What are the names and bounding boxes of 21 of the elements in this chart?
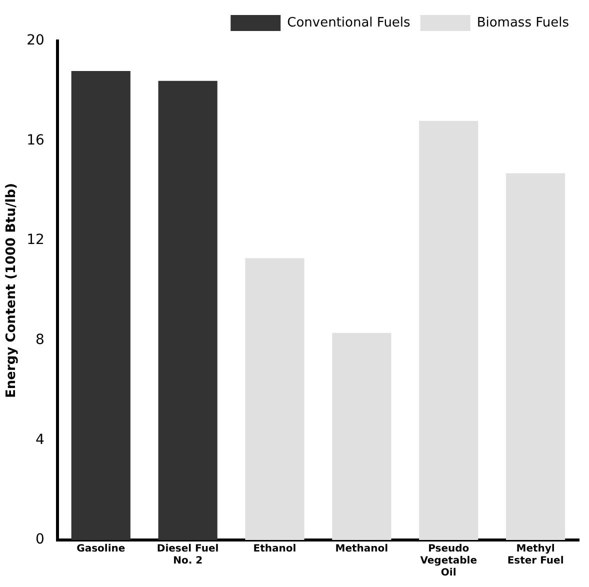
y-tick-label: 0 — [35, 532, 44, 548]
y-tick-label: 12 — [26, 232, 44, 248]
x-tick-label: Gasoline — [76, 544, 126, 555]
bar — [419, 120, 478, 540]
legend-label: Biomass Fuels — [476, 15, 570, 30]
x-tick-label: Methyl Ester Fuel — [507, 544, 564, 567]
y-tick-label: 16 — [26, 132, 44, 148]
y-tick-label: 8 — [35, 332, 44, 348]
bar — [245, 258, 304, 540]
y-tick-label: 4 — [35, 432, 44, 448]
x-tick-label: Pseudo Vegetable Oil — [420, 544, 478, 579]
y-tick-label: 20 — [26, 32, 44, 49]
bar — [158, 80, 218, 540]
bar — [506, 173, 566, 540]
bar — [71, 70, 130, 540]
y-axis-title: Energy Content (1000 Btu/lb) — [4, 183, 20, 398]
x-tick-label: Diesel Fuel No. 2 — [156, 544, 219, 567]
bar — [332, 332, 392, 540]
x-tick-label: Methanol — [335, 544, 388, 555]
x-tick-label: Ethanol — [253, 544, 296, 555]
legend-label: Conventional Fuels — [287, 15, 411, 30]
